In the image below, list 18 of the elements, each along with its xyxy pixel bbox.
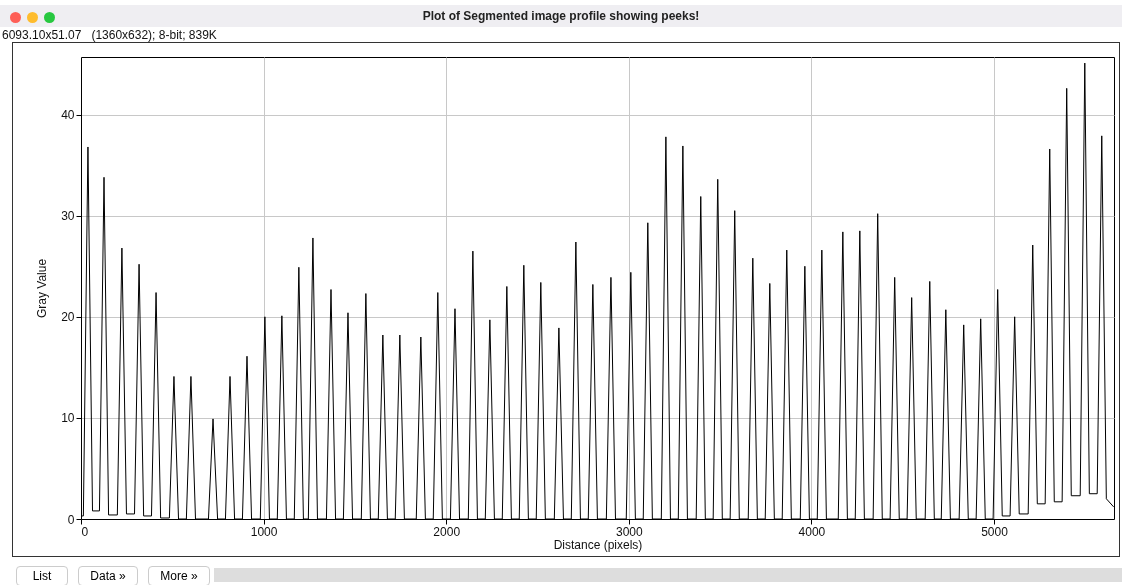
- text: Data »: [78, 566, 138, 585]
- x-tick-label: 5000: [981, 524, 1009, 539]
- y-tick-label: 30: [61, 209, 75, 224]
- x-axis-title: Distance (pixels): [553, 537, 643, 552]
- text: List: [16, 566, 68, 585]
- y-tick-label: 40: [61, 108, 75, 123]
- x-tick-label: 0: [81, 524, 89, 539]
- chart-title: Plot of Segmented image profile showing peeks!: [421, 9, 701, 23]
- y-tick-label: 20: [61, 310, 75, 325]
- x-tick-label: 2000: [433, 524, 461, 539]
- chart-subtitle: 6093.10x51.07 (1360x632); 8-bit; 839K: [2, 28, 217, 42]
- y-tick-label: 0: [67, 512, 75, 527]
- x-tick-label: 3000: [615, 524, 643, 539]
- text: More »: [148, 566, 210, 585]
- y-axis-title: Gray Value: [35, 258, 50, 319]
- y-tick-label: 10: [61, 411, 75, 426]
- x-tick-label: 1000: [250, 524, 278, 539]
- x-tick-label: 4000: [798, 524, 826, 539]
